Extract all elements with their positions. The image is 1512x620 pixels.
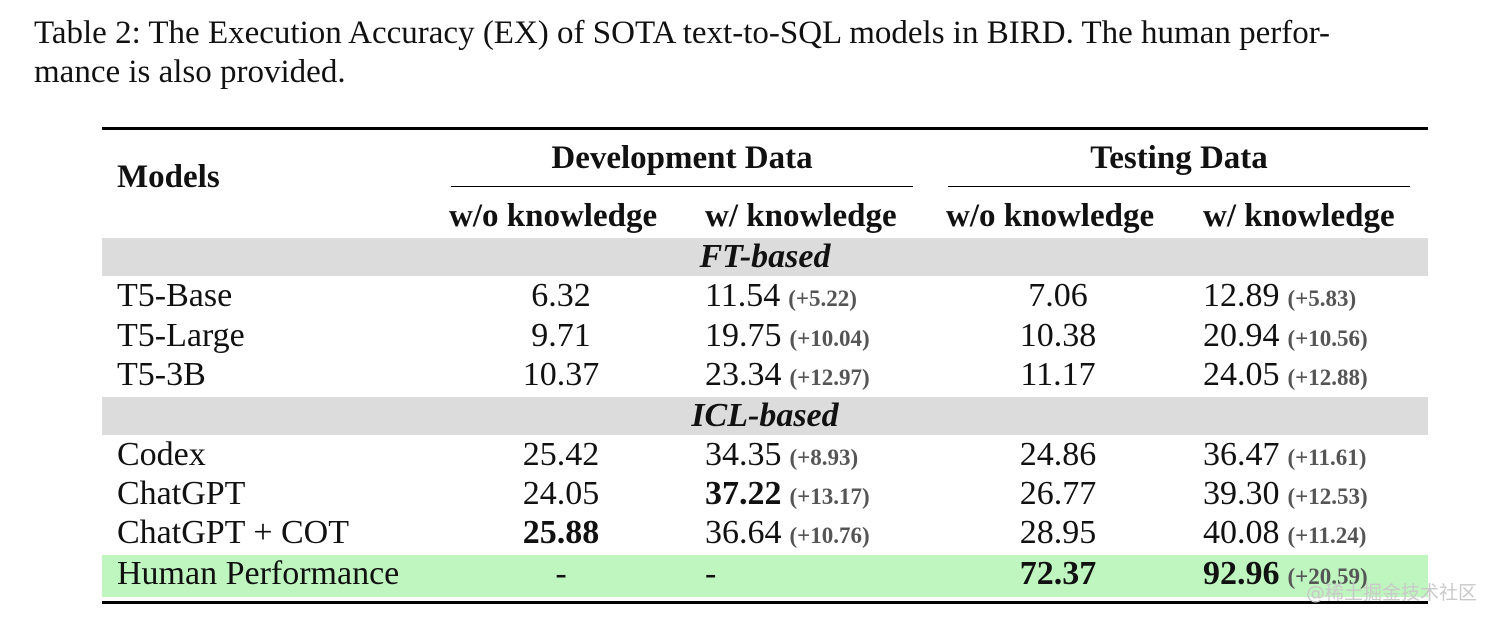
- model-name: Codex: [117, 436, 206, 473]
- watermark: @稀土掘金技术社区: [1306, 582, 1478, 604]
- section-band-icl: [102, 397, 1428, 435]
- section-band-ft: [102, 238, 1428, 276]
- header-test-group: Testing Data: [1090, 140, 1268, 176]
- test-wo-value: 11.17: [1020, 356, 1096, 393]
- test-group-rule: [948, 186, 1410, 187]
- test-delta: (+12.53): [1287, 484, 1368, 509]
- dev-w-value: 36.64: [705, 514, 782, 551]
- test-wo-value: 24.86: [1019, 436, 1097, 473]
- model-name: T5-Base: [117, 277, 233, 314]
- table-bottom-rule: [102, 601, 1428, 604]
- header-dev-wo-knowledge: w/o knowledge: [449, 198, 658, 234]
- test-w-cell: 20.94 (+10.56): [1203, 316, 1368, 356]
- dev-w-cell: 19.75 (+10.04): [705, 316, 870, 356]
- dev-wo-value: 9.71: [531, 317, 591, 354]
- model-name: T5-Large: [117, 317, 245, 354]
- dev-delta: (+5.22): [788, 286, 857, 311]
- caption-line-1: Table 2: The Execution Accuracy (EX) of …: [34, 15, 1331, 51]
- test-w-value: 40.08: [1203, 514, 1280, 551]
- header-test-w-knowledge: w/ knowledge: [1203, 198, 1395, 234]
- test-w-value: 24.05: [1203, 356, 1280, 393]
- dev-w-value: -: [705, 555, 717, 592]
- model-name: T5-3B: [117, 356, 206, 393]
- dev-wo-value: 24.05: [522, 475, 600, 512]
- test-wo-value: 10.38: [1019, 317, 1097, 354]
- test-w-value: 36.47: [1203, 436, 1280, 473]
- dev-w-value: 34.35: [705, 436, 782, 473]
- model-name: Human Performance: [117, 555, 400, 592]
- test-w-value: 92.96: [1203, 555, 1280, 592]
- test-wo-value: 7.06: [1028, 277, 1088, 314]
- table-caption: Table 2: The Execution Accuracy (EX) of …: [34, 14, 1484, 92]
- test-w-cell: 39.30 (+12.53): [1203, 474, 1368, 514]
- test-delta: (+12.88): [1287, 365, 1368, 390]
- test-delta: (+11.61): [1287, 445, 1367, 470]
- dev-wo-value: 10.37: [522, 356, 600, 393]
- header-models: Models: [117, 159, 220, 195]
- section-label-ft: FT-based: [699, 238, 831, 275]
- test-delta: (+5.83): [1287, 286, 1357, 311]
- dev-w-cell: 11.54 (+5.22): [705, 276, 857, 316]
- dev-w-cell: 37.22 (+13.17): [705, 474, 870, 514]
- test-w-cell: 92.96 (+20.59): [1203, 554, 1368, 594]
- dev-w-value: 19.75: [705, 317, 782, 354]
- header-dev-group: Development Data: [551, 140, 813, 176]
- dev-group-rule: [451, 186, 913, 187]
- test-w-cell: 24.05 (+12.88): [1203, 355, 1368, 395]
- dev-delta: (+8.93): [789, 445, 859, 470]
- dev-delta: (+10.04): [789, 326, 870, 351]
- test-w-value: 39.30: [1203, 475, 1280, 512]
- dev-wo-value: 6.32: [531, 277, 591, 314]
- test-w-value: 20.94: [1203, 317, 1280, 354]
- caption-line-2: mance is also provided.: [34, 54, 346, 90]
- dev-w-value: 37.22: [705, 475, 782, 512]
- section-label-icl: ICL-based: [691, 397, 839, 434]
- dev-delta: (+13.17): [789, 484, 870, 509]
- dev-w-cell: 34.35 (+8.93): [705, 435, 858, 475]
- dev-w-cell: 23.34 (+12.97): [705, 355, 870, 395]
- dev-w-value: 11.54: [705, 277, 781, 314]
- test-delta: (+10.56): [1287, 326, 1368, 351]
- human-performance-band: [102, 555, 1428, 597]
- test-wo-value: 72.37: [1019, 555, 1097, 592]
- model-name: ChatGPT + COT: [117, 514, 350, 551]
- test-w-cell: 36.47 (+11.61): [1203, 435, 1366, 475]
- dev-w-value: 23.34: [705, 356, 782, 393]
- table-top-rule: [102, 127, 1428, 130]
- header-dev-w-knowledge: w/ knowledge: [705, 198, 897, 234]
- test-w-value: 12.89: [1203, 277, 1280, 314]
- dev-delta: (+10.76): [789, 523, 870, 548]
- header-test-wo-knowledge: w/o knowledge: [946, 198, 1155, 234]
- dev-delta: (+12.97): [789, 365, 870, 390]
- test-delta: (+11.24): [1287, 523, 1367, 548]
- dev-w-cell: 36.64 (+10.76): [705, 513, 870, 553]
- dev-wo-value: -: [555, 555, 567, 592]
- dev-wo-value: 25.88: [522, 514, 600, 551]
- dev-wo-value: 25.42: [522, 436, 600, 473]
- model-name: ChatGPT: [117, 475, 246, 512]
- test-delta: (+20.59): [1287, 564, 1368, 589]
- test-w-cell: 40.08 (+11.24): [1203, 513, 1366, 553]
- test-w-cell: 12.89 (+5.83): [1203, 276, 1356, 316]
- test-wo-value: 26.77: [1019, 475, 1097, 512]
- test-wo-value: 28.95: [1019, 514, 1097, 551]
